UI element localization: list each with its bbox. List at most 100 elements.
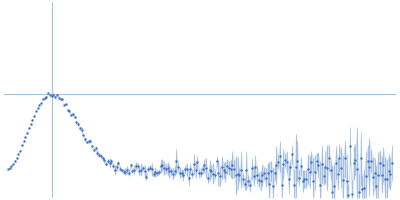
Point xyxy=(22,136,29,139)
Point xyxy=(378,174,385,177)
Point xyxy=(203,166,209,170)
Point xyxy=(315,164,322,167)
Point xyxy=(115,161,122,164)
Point xyxy=(340,178,346,181)
Point xyxy=(243,169,250,172)
Point xyxy=(17,149,23,152)
Point xyxy=(15,152,22,156)
Point xyxy=(354,168,360,171)
Point xyxy=(6,167,13,170)
Point xyxy=(177,171,183,174)
Point xyxy=(78,129,85,132)
Point xyxy=(220,169,227,172)
Point xyxy=(114,165,120,168)
Point xyxy=(238,168,244,171)
Point xyxy=(84,141,90,144)
Point xyxy=(377,162,383,165)
Point xyxy=(166,170,172,173)
Point xyxy=(386,169,392,172)
Point xyxy=(319,162,325,166)
Point xyxy=(222,170,229,173)
Point xyxy=(182,168,188,171)
Point xyxy=(268,169,274,173)
Point xyxy=(112,169,118,172)
Point xyxy=(10,162,16,165)
Point xyxy=(106,162,113,165)
Point xyxy=(317,183,323,187)
Point xyxy=(56,96,62,99)
Point xyxy=(5,167,11,171)
Point xyxy=(348,192,355,196)
Point xyxy=(19,144,25,147)
Point xyxy=(294,159,300,162)
Point xyxy=(61,103,67,106)
Point xyxy=(314,160,320,163)
Point xyxy=(308,160,315,163)
Point xyxy=(142,170,148,173)
Point xyxy=(120,170,127,173)
Point xyxy=(303,177,309,181)
Point xyxy=(280,163,286,166)
Point xyxy=(159,164,166,167)
Point xyxy=(259,174,266,177)
Point xyxy=(248,167,255,170)
Point xyxy=(57,98,64,101)
Point xyxy=(233,174,239,177)
Point xyxy=(108,160,114,163)
Point xyxy=(28,122,34,125)
Point xyxy=(289,153,295,156)
Point xyxy=(334,172,341,176)
Point xyxy=(62,103,69,106)
Point xyxy=(256,178,262,181)
Point xyxy=(252,166,258,169)
Point xyxy=(148,168,155,171)
Point xyxy=(150,173,157,176)
Point xyxy=(24,131,30,134)
Point xyxy=(228,167,234,170)
Point xyxy=(175,166,181,169)
Point xyxy=(73,121,80,124)
Point xyxy=(129,169,136,172)
Point xyxy=(287,166,294,169)
Point xyxy=(34,107,41,110)
Point xyxy=(261,172,267,175)
Point xyxy=(48,94,55,97)
Point xyxy=(52,96,58,99)
Point xyxy=(236,173,243,176)
Point xyxy=(170,172,176,176)
Point xyxy=(347,145,353,148)
Point xyxy=(152,170,158,173)
Point xyxy=(133,164,139,168)
Point xyxy=(20,140,27,143)
Point xyxy=(119,169,125,172)
Point xyxy=(356,190,362,194)
Point xyxy=(77,127,83,130)
Point xyxy=(29,118,36,121)
Point xyxy=(124,168,130,172)
Point xyxy=(266,182,272,185)
Point xyxy=(262,176,269,179)
Point xyxy=(26,126,32,129)
Point xyxy=(12,160,18,163)
Point xyxy=(320,175,327,178)
Point xyxy=(64,109,71,112)
Point xyxy=(100,157,106,160)
Point xyxy=(122,170,129,173)
Point xyxy=(277,155,283,158)
Point xyxy=(271,171,278,174)
Point xyxy=(286,178,292,181)
Point xyxy=(89,145,95,148)
Point xyxy=(36,103,43,106)
Point xyxy=(85,140,92,143)
Point xyxy=(214,159,220,162)
Point xyxy=(217,175,223,178)
Point xyxy=(117,167,123,170)
Point xyxy=(54,93,60,96)
Point xyxy=(68,113,74,116)
Point xyxy=(331,185,338,188)
Point xyxy=(322,165,329,169)
Point xyxy=(143,175,150,178)
Point xyxy=(242,182,248,186)
Point xyxy=(47,93,53,96)
Point xyxy=(298,164,304,167)
